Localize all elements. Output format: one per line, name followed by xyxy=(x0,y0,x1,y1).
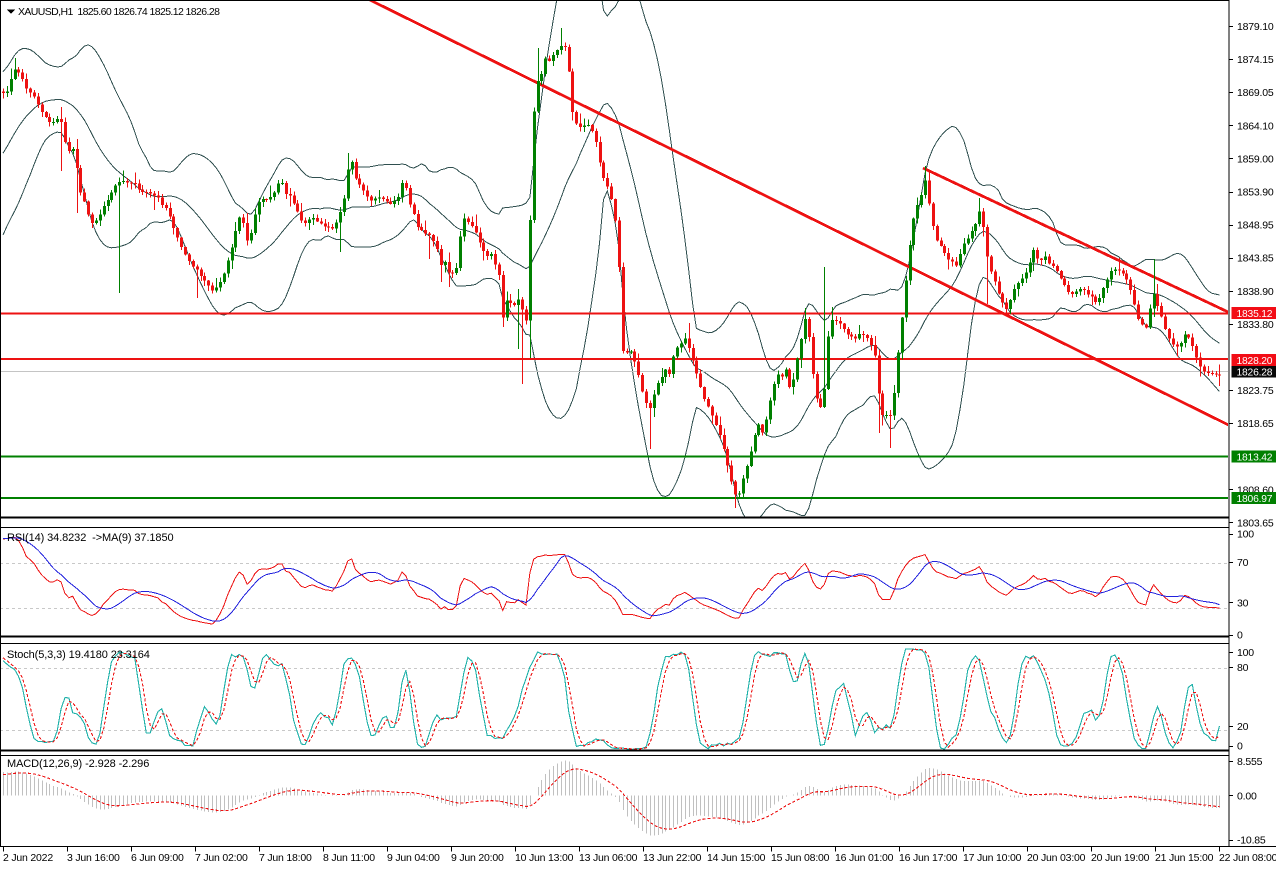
svg-text:Stoch(5,3,3) 19.4180 23.3164: Stoch(5,3,3) 19.4180 23.3164 xyxy=(7,649,150,661)
svg-text:0: 0 xyxy=(1237,741,1243,753)
svg-text:XAUUSD,H1 1825.60 1826.74 182: XAUUSD,H1 1825.60 1826.74 1825.12 1826.2… xyxy=(18,6,220,18)
svg-text:21 Jun 15:00: 21 Jun 15:00 xyxy=(1155,852,1214,864)
svg-text:8.555: 8.555 xyxy=(1237,756,1263,768)
svg-text:MACD(12,26,9) -2.928 -2.296: MACD(12,26,9) -2.928 -2.296 xyxy=(7,758,149,770)
svg-text:1848.95: 1848.95 xyxy=(1237,220,1274,232)
svg-text:20 Jun 19:00: 20 Jun 19:00 xyxy=(1091,852,1150,864)
svg-text:1869.05: 1869.05 xyxy=(1237,87,1274,99)
svg-text:13 Jun 22:00: 13 Jun 22:00 xyxy=(643,852,702,864)
svg-text:9 Jun 20:00: 9 Jun 20:00 xyxy=(451,852,504,864)
svg-text:20 Jun 03:00: 20 Jun 03:00 xyxy=(1027,852,1086,864)
svg-text:1806.97: 1806.97 xyxy=(1237,494,1273,505)
svg-text:20: 20 xyxy=(1237,721,1249,733)
svg-text:9 Jun 04:00: 9 Jun 04:00 xyxy=(387,852,440,864)
svg-text:7 Jun 18:00: 7 Jun 18:00 xyxy=(259,852,312,864)
svg-text:70: 70 xyxy=(1237,557,1249,569)
svg-text:16 Jun 17:00: 16 Jun 17:00 xyxy=(899,852,958,864)
svg-text:3 Jun 16:00: 3 Jun 16:00 xyxy=(67,852,120,864)
svg-text:30: 30 xyxy=(1237,597,1249,609)
svg-text:0: 0 xyxy=(1237,630,1243,642)
svg-text:10 Jun 13:00: 10 Jun 13:00 xyxy=(515,852,574,864)
svg-text:1838.90: 1838.90 xyxy=(1237,286,1274,298)
svg-text:1879.10: 1879.10 xyxy=(1237,21,1274,33)
svg-text:80: 80 xyxy=(1237,662,1249,674)
svg-text:1853.90: 1853.90 xyxy=(1237,187,1274,199)
svg-text:8 Jun 11:00: 8 Jun 11:00 xyxy=(323,852,375,864)
svg-text:100: 100 xyxy=(1237,647,1254,659)
svg-text:1823.75: 1823.75 xyxy=(1237,385,1274,397)
svg-text:1818.65: 1818.65 xyxy=(1237,418,1274,430)
svg-text:14 Jun 15:00: 14 Jun 15:00 xyxy=(707,852,766,864)
svg-text:RSI(14) 34.8232 ->MA(9) 37.18: RSI(14) 34.8232 ->MA(9) 37.1850 xyxy=(7,532,173,544)
svg-text:13 Jun 06:00: 13 Jun 06:00 xyxy=(579,852,638,864)
svg-text:22 Jun 08:00: 22 Jun 08:00 xyxy=(1219,852,1276,864)
svg-text:2 Jun 2022: 2 Jun 2022 xyxy=(3,852,53,864)
svg-text:1864.10: 1864.10 xyxy=(1237,120,1274,132)
svg-text:6 Jun 09:00: 6 Jun 09:00 xyxy=(131,852,184,864)
svg-text:-10.85: -10.85 xyxy=(1237,835,1266,847)
svg-text:7 Jun 02:00: 7 Jun 02:00 xyxy=(195,852,248,864)
svg-text:17 Jun 10:00: 17 Jun 10:00 xyxy=(963,852,1022,864)
svg-text:15 Jun 08:00: 15 Jun 08:00 xyxy=(771,852,830,864)
svg-text:1803.65: 1803.65 xyxy=(1237,518,1274,530)
svg-text:1835.12: 1835.12 xyxy=(1237,309,1273,320)
svg-text:1874.15: 1874.15 xyxy=(1237,54,1274,66)
svg-text:1833.80: 1833.80 xyxy=(1237,319,1274,331)
svg-text:1826.28: 1826.28 xyxy=(1237,367,1273,378)
svg-text:100: 100 xyxy=(1237,529,1254,541)
svg-text:1843.85: 1843.85 xyxy=(1237,253,1274,265)
svg-text:1859.00: 1859.00 xyxy=(1237,153,1274,165)
svg-text:16 Jun 01:00: 16 Jun 01:00 xyxy=(835,852,894,864)
svg-text:0.00: 0.00 xyxy=(1237,790,1257,802)
svg-text:1828.20: 1828.20 xyxy=(1237,356,1273,367)
svg-text:1813.42: 1813.42 xyxy=(1237,452,1273,463)
